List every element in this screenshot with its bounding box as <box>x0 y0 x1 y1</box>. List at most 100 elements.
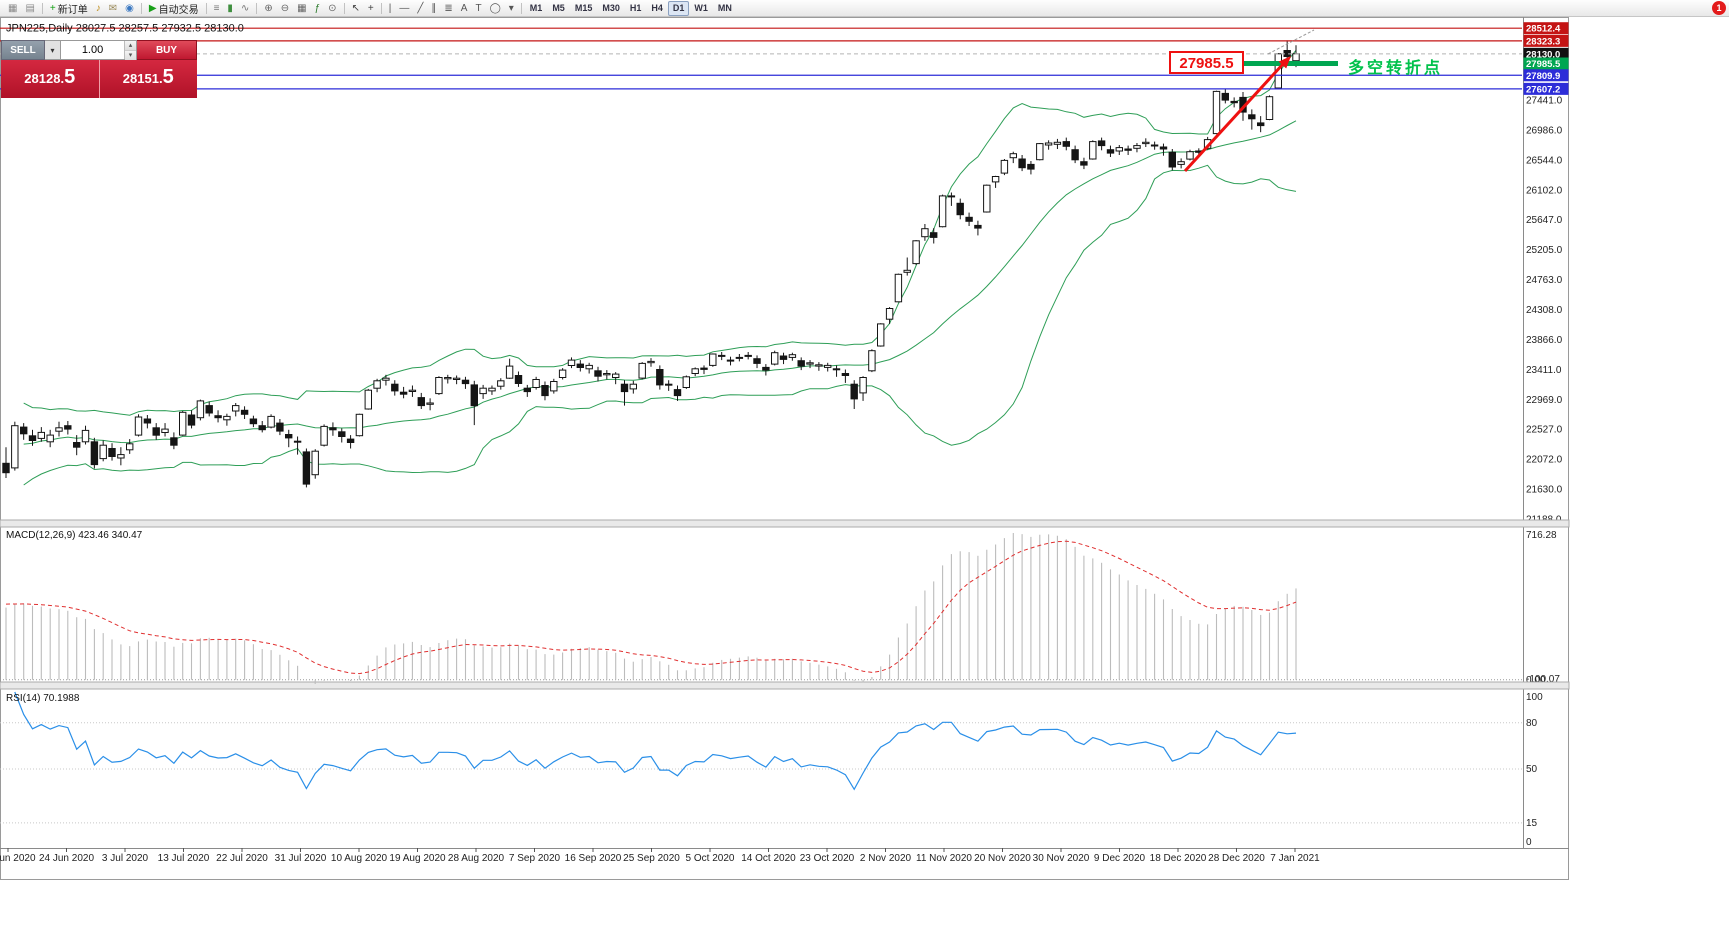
svg-text:21630.0: 21630.0 <box>1526 485 1563 496</box>
candlestick-chart-button[interactable]: ▮ <box>223 1 237 16</box>
price-annotation-text: 27985.5 <box>1179 55 1233 72</box>
buy-button[interactable]: BUY <box>137 40 197 60</box>
cursor-button[interactable]: ↖ <box>348 1 364 16</box>
bars-chart-button[interactable]: ≡ <box>210 1 224 16</box>
svg-text:27607.2: 27607.2 <box>1526 84 1560 95</box>
more-tools-icon: ▾ <box>508 2 514 14</box>
vertical-line-button[interactable]: | <box>385 1 396 16</box>
price-axis-tag <box>1523 34 1569 47</box>
chart-profiles-icon: ▤ <box>25 2 35 14</box>
svg-text:80: 80 <box>1526 718 1538 729</box>
volume-input[interactable] <box>61 41 125 59</box>
svg-text:0.00: 0.00 <box>1526 675 1546 686</box>
buy-price: 28151. <box>122 71 163 86</box>
grid-button[interactable]: ▦ <box>293 1 310 16</box>
text-label-icon: T <box>475 2 482 14</box>
svg-text:10 Aug 2020: 10 Aug 2020 <box>331 853 388 864</box>
svg-text:28323.3: 28323.3 <box>1526 36 1560 47</box>
line-chart-button[interactable]: ∿ <box>237 1 253 16</box>
volume-increase-button[interactable]: ▴ <box>125 41 136 51</box>
macd-histogram <box>5 533 1297 684</box>
gray-trendline[interactable] <box>1267 29 1315 55</box>
text-button[interactable]: A <box>457 1 472 16</box>
chart-profiles-button[interactable]: ▤ <box>21 1 38 16</box>
chart-shift-button[interactable]: ⊙ <box>324 1 340 16</box>
fibonacci-button[interactable]: ≣ <box>440 1 456 16</box>
crosshair-button[interactable]: + <box>364 1 378 16</box>
autotrading-label: 自动交易 <box>158 4 199 16</box>
notification-badge[interactable]: 1 <box>1712 1 1726 15</box>
line-chart-icon: ∿ <box>240 2 250 14</box>
timeframe-m1-button[interactable]: M1 <box>525 1 548 16</box>
zoom-in-button[interactable]: ⊕ <box>260 1 276 16</box>
svg-text:15 Jun 2020: 15 Jun 2020 <box>0 853 36 864</box>
new-chart-button[interactable]: ▦ <box>4 1 21 16</box>
toolbar-separator <box>343 2 345 14</box>
svg-text:26544.0: 26544.0 <box>1526 155 1563 166</box>
buy-price-button[interactable]: 28151. 5 <box>98 60 197 98</box>
svg-text:28130.0: 28130.0 <box>1526 49 1560 60</box>
toolbar-separator <box>205 2 207 14</box>
panel-splitter[interactable] <box>0 681 1570 690</box>
svg-text:15: 15 <box>1526 818 1538 829</box>
equidistant-channel-icon: ∥ <box>431 2 437 14</box>
svg-text:18 Dec 2020: 18 Dec 2020 <box>1150 853 1207 864</box>
timeframe-mn-button[interactable]: MN <box>713 1 737 16</box>
timeframe-m15-button[interactable]: M15 <box>570 1 598 16</box>
svg-text:0: 0 <box>1526 837 1532 848</box>
market-news-button[interactable]: ◉ <box>121 1 138 16</box>
candlestick-chart-icon: ▮ <box>227 2 233 14</box>
bollinger-lower-band <box>23 164 1297 486</box>
svg-text:24 Jun 2020: 24 Jun 2020 <box>39 853 94 864</box>
sound-alert-button[interactable]: ♪ <box>92 1 105 16</box>
zoom-out-button[interactable]: ⊖ <box>277 1 293 16</box>
bars-chart-icon: ≡ <box>213 2 220 14</box>
shapes-button[interactable]: ◯ <box>486 1 505 16</box>
more-tools-button[interactable]: ▾ <box>505 1 518 16</box>
timeframe-m5-button[interactable]: M5 <box>547 1 570 16</box>
chevron-down-icon: ▾ <box>50 45 55 55</box>
sell-button[interactable]: SELL <box>1 40 45 60</box>
mailbox-button[interactable]: ✉ <box>105 1 121 16</box>
svg-text:50: 50 <box>1526 764 1538 775</box>
autotrading-button[interactable]: ▶ 自动交易 <box>145 1 203 16</box>
macd-signal-line <box>5 540 1297 675</box>
svg-text:716.28: 716.28 <box>1526 530 1557 541</box>
horizontal-line-button[interactable]: ― <box>395 1 413 16</box>
timeframe-h4-button[interactable]: H4 <box>646 1 668 16</box>
timeframe-h1-button[interactable]: H1 <box>625 1 647 16</box>
trend-arrow[interactable] <box>1183 62 1285 173</box>
timeframe-m30-button[interactable]: M30 <box>597 1 625 16</box>
equidistant-channel-button[interactable]: ∥ <box>427 1 440 16</box>
new-order-icon: + <box>49 2 56 14</box>
new-order-button[interactable]: + 新订单 <box>46 1 92 16</box>
toolbar-separator <box>380 2 382 14</box>
timeframe-d1-button[interactable]: D1 <box>667 0 690 16</box>
trade-panel-controls: SELL ▾ ▴ ▾ BUY <box>1 40 197 61</box>
price-annotation-box[interactable] <box>1169 51 1244 74</box>
svg-text:2 Nov 2020: 2 Nov 2020 <box>860 853 912 864</box>
timeframe-w1-button[interactable]: W1 <box>689 1 713 16</box>
trade-panel-prices: 28128. 5 28151. 5 <box>1 60 197 98</box>
text-label-button[interactable]: T <box>471 1 485 16</box>
svg-text:23866.0: 23866.0 <box>1526 335 1563 346</box>
panel-splitter[interactable] <box>0 519 1570 528</box>
grid-icon: ▦ <box>297 2 307 14</box>
svg-text:22527.0: 22527.0 <box>1526 425 1563 436</box>
order-type-dropdown[interactable]: ▾ <box>45 40 61 60</box>
toolbar-separator <box>520 2 522 14</box>
trendline-button[interactable]: ╱ <box>413 1 427 16</box>
sound-alert-icon: ♪ <box>95 2 101 14</box>
svg-text:23411.0: 23411.0 <box>1526 365 1562 376</box>
toolbar-separator <box>140 2 142 14</box>
chart-shift-icon: ⊙ <box>328 2 337 14</box>
toolbar: ▦ ▤ + 新订单 ♪ ✉ ◉ ▶ 自动交易 ≡ ▮ ∿ ⊕ ⊖ ▦ ƒ ⊙ ↖ + | ― ╱ ∥ ≣ A T ◯ ▾ M1 M5 M15… <box>0 0 1729 17</box>
indicators-list-button[interactable]: ƒ <box>311 1 325 16</box>
vertical-line-icon: | <box>388 2 392 14</box>
turning-point-label[interactable]: 多空转折点 <box>1348 58 1443 77</box>
svg-text:24308.0: 24308.0 <box>1526 305 1563 316</box>
sell-price-button[interactable]: 28128. 5 <box>1 60 99 98</box>
buy-price-pip: 5 <box>162 66 174 88</box>
